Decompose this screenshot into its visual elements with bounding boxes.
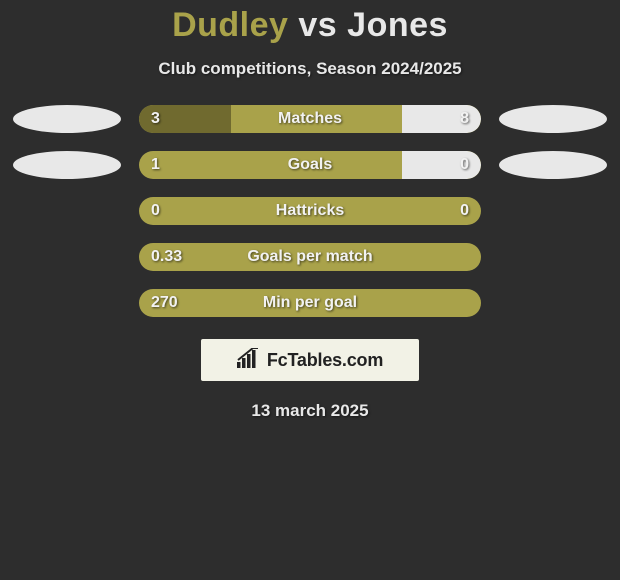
stat-left-value: 0.33 — [151, 248, 182, 266]
stat-rows: 3 Matches 8 1 Goals 0 0 Hattricks 0 0.33 Goals per… — [0, 105, 620, 317]
right-ellipse — [499, 105, 607, 133]
stat-left-value: 1 — [151, 156, 160, 174]
brand-box: FcTables.com — [201, 339, 419, 381]
brand-text: FcTables.com — [267, 350, 383, 371]
stat-label: Hattricks — [276, 202, 344, 220]
stat-row: 0.33 Goals per match — [0, 243, 620, 271]
stat-left-value: 3 — [151, 110, 160, 128]
player1-name: Dudley — [172, 6, 288, 44]
player2-name: Jones — [347, 6, 448, 44]
fill-right — [402, 105, 481, 133]
stat-row: 0 Hattricks 0 — [0, 197, 620, 225]
stat-bar: 1 Goals 0 — [139, 151, 481, 179]
stat-row: 1 Goals 0 — [0, 151, 620, 179]
stat-right-value: 0 — [460, 156, 469, 174]
stat-row: 270 Min per goal — [0, 289, 620, 317]
vs-text: vs — [298, 6, 337, 44]
stat-bar: 0.33 Goals per match — [139, 243, 481, 271]
bar-chart-icon — [237, 348, 261, 373]
stat-bar: 0 Hattricks 0 — [139, 197, 481, 225]
right-ellipse — [499, 151, 607, 179]
date-text: 13 march 2025 — [0, 401, 620, 421]
stat-label: Goals — [288, 156, 332, 174]
stat-left-value: 0 — [151, 202, 160, 220]
stat-label: Matches — [278, 110, 342, 128]
stat-row: 3 Matches 8 — [0, 105, 620, 133]
stat-bar: 3 Matches 8 — [139, 105, 481, 133]
subtitle: Club competitions, Season 2024/2025 — [0, 59, 620, 79]
left-ellipse — [13, 105, 121, 133]
stat-label: Min per goal — [263, 294, 357, 312]
stat-bar: 270 Min per goal — [139, 289, 481, 317]
stat-left-value: 270 — [151, 294, 178, 312]
stat-right-value: 0 — [460, 202, 469, 220]
stat-label: Goals per match — [247, 248, 372, 266]
left-ellipse — [13, 151, 121, 179]
stat-right-value: 8 — [460, 110, 469, 128]
fill-right — [402, 151, 481, 179]
comparison-title: Dudley vs Jones — [0, 0, 620, 45]
